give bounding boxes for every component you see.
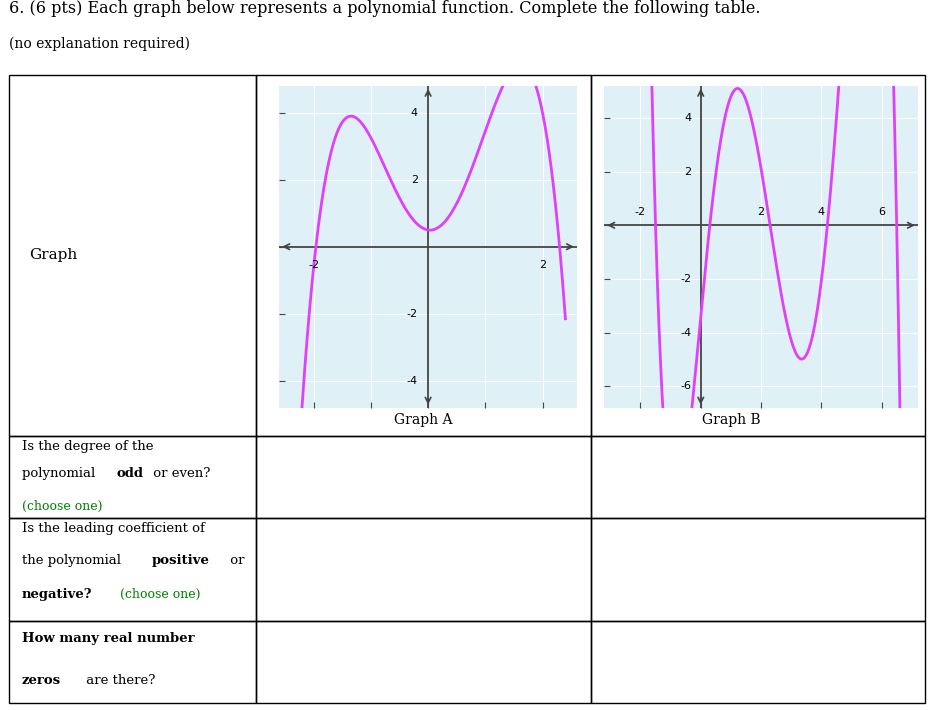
Text: polynomial: polynomial (21, 467, 99, 480)
Text: -2: -2 (635, 207, 646, 217)
Text: 6: 6 (878, 207, 885, 217)
Text: (choose one): (choose one) (21, 500, 102, 513)
Text: 6. (6 pts) Each graph below represents a polynomial function. Complete the follo: 6. (6 pts) Each graph below represents a… (9, 0, 761, 17)
Text: or: or (226, 554, 244, 567)
Text: or even?: or even? (149, 467, 210, 480)
Text: 4: 4 (411, 108, 417, 118)
Text: (choose one): (choose one) (116, 588, 200, 601)
Text: Graph: Graph (29, 248, 78, 262)
Text: -4: -4 (406, 376, 417, 386)
Text: 2: 2 (539, 260, 546, 270)
Text: (no explanation required): (no explanation required) (9, 37, 191, 51)
Text: odd: odd (117, 467, 144, 480)
Text: Is the leading coefficient of: Is the leading coefficient of (21, 522, 205, 535)
Text: -2: -2 (406, 309, 417, 319)
Text: Graph B: Graph B (701, 413, 760, 427)
Text: -2: -2 (308, 260, 319, 270)
Text: 4: 4 (685, 113, 692, 123)
Text: negative?: negative? (21, 588, 92, 601)
Text: -4: -4 (681, 327, 692, 337)
Text: 4: 4 (818, 207, 825, 217)
Text: 2: 2 (411, 175, 417, 185)
Text: How many real number: How many real number (21, 632, 194, 645)
Text: positive: positive (152, 554, 210, 567)
Text: -6: -6 (681, 381, 692, 391)
Text: Graph A: Graph A (394, 413, 453, 427)
Text: -2: -2 (681, 274, 692, 284)
Text: the polynomial: the polynomial (21, 554, 125, 567)
Text: zeros: zeros (21, 674, 61, 687)
Text: 2: 2 (685, 167, 692, 177)
Text: 2: 2 (757, 207, 765, 217)
Text: Is the degree of the: Is the degree of the (21, 440, 153, 453)
Text: are there?: are there? (82, 674, 156, 687)
